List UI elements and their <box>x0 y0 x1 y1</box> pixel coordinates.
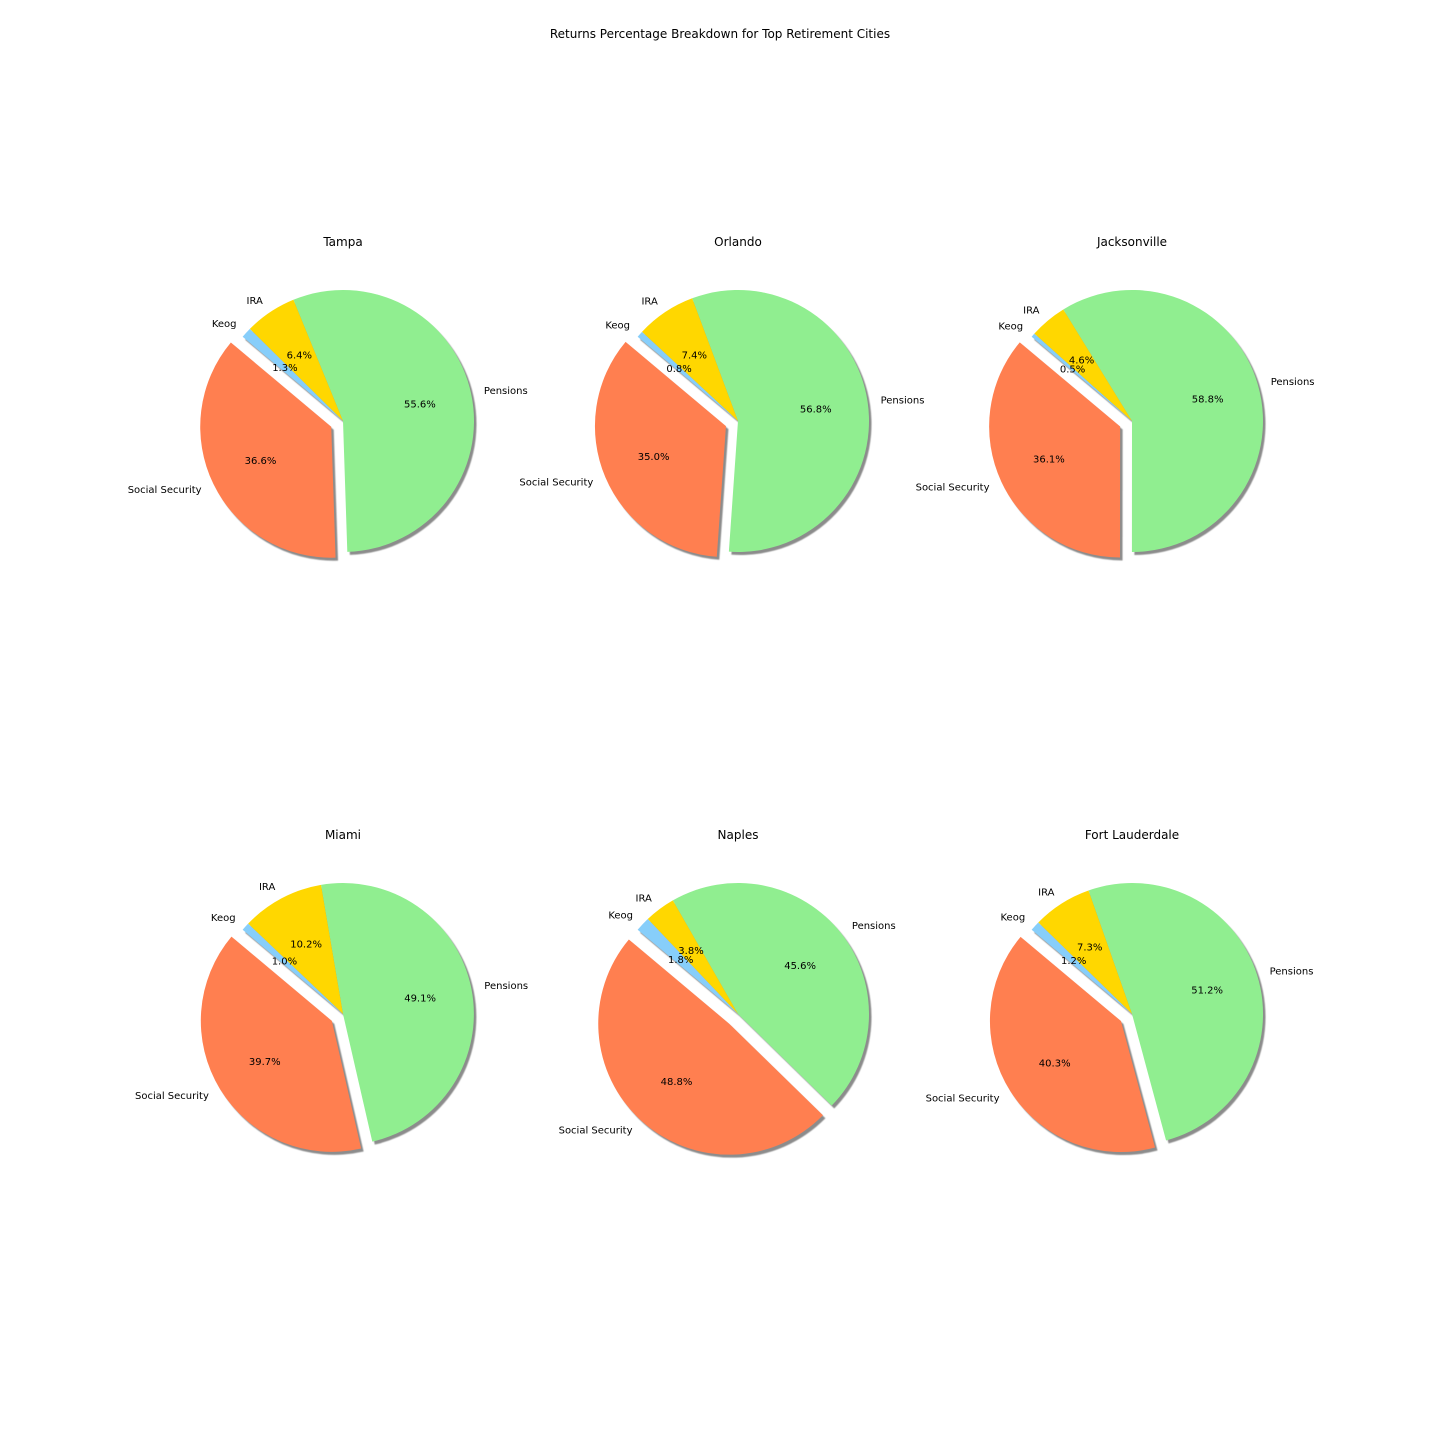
wedge-pensions <box>1088 882 1264 1141</box>
slice-label-social-security: Social Security <box>916 482 990 493</box>
pie-title: Fort Lauderdale <box>1085 828 1179 842</box>
wedge-ira <box>249 299 343 421</box>
slice-percent-keog: 1.8% <box>668 955 693 966</box>
pie-title: Jacksonville <box>1096 235 1167 249</box>
slice-label-keog: Keog <box>998 322 1023 333</box>
slice-percent-ira: 3.8% <box>678 946 703 957</box>
slice-label-social-security: Social Security <box>926 1094 1000 1105</box>
slice-percent-ira: 4.6% <box>1069 356 1094 367</box>
wedge-social-security <box>594 341 726 557</box>
wedge-pensions <box>692 289 870 552</box>
wedge-keog <box>637 919 738 1014</box>
slice-percent-keog: 0.8% <box>666 364 691 375</box>
wedge-keog <box>242 328 343 421</box>
slice-label-pensions: Pensions <box>484 386 528 397</box>
wedge-pensions <box>672 883 869 1106</box>
slice-label-keog: Keog <box>212 319 237 330</box>
slice-percent-social-security: 36.6% <box>245 456 277 467</box>
pie-naples: Naples Social Security 48.8% Pensions 45.6% I… <box>559 828 896 1158</box>
slice-label-social-security: Social Security <box>128 485 202 496</box>
slice-percent-ira: 6.4% <box>287 351 312 362</box>
pie-miami: Miami Social Security 39.7% Pensions 49.1% IR… <box>135 828 528 1155</box>
wedge-pensions <box>320 883 474 1142</box>
slice-label-social-security: Social Security <box>135 1091 209 1102</box>
wedge-ira <box>642 298 738 421</box>
slice-percent-ira: 10.2% <box>290 940 322 951</box>
slice-label-keog: Keog <box>608 910 633 921</box>
pie-orlando: Orlando Social Security 35.0% Pensions 56.8%… <box>519 235 924 560</box>
slice-percent-ira: 7.3% <box>1077 943 1102 954</box>
slice-percent-keog: 1.0% <box>272 957 297 968</box>
figure-title: Returns Percentage Breakdown for Top Ret… <box>549 27 891 41</box>
slice-percent-social-security: 36.1% <box>1033 455 1065 466</box>
slice-label-pensions: Pensions <box>1271 377 1315 388</box>
pie-fort-lauderdale: Fort Lauderdale Social Security 40.3% Pensi… <box>926 828 1314 1156</box>
wedge-keog <box>242 923 343 1014</box>
slice-percent-social-security: 39.7% <box>249 1057 281 1068</box>
wedge-social-security <box>989 936 1156 1153</box>
slice-percent-social-security: 48.8% <box>661 1077 693 1088</box>
slice-label-ira: IRA <box>636 893 652 904</box>
slice-percent-pensions: 55.6% <box>404 400 436 411</box>
slice-label-pensions: Pensions <box>881 395 925 406</box>
slice-label-keog: Keog <box>1001 912 1026 923</box>
wedge-social-security <box>598 939 823 1155</box>
wedge-keog <box>1031 333 1132 421</box>
slice-percent-keog: 0.5% <box>1060 365 1085 376</box>
slice-percent-pensions: 51.2% <box>1191 986 1223 997</box>
slice-label-keog: Keog <box>211 913 236 924</box>
wedge-social-security <box>200 342 336 558</box>
slice-percent-keog: 1.2% <box>1061 956 1086 967</box>
slice-label-social-security: Social Security <box>559 1126 633 1137</box>
slice-label-keog: Keog <box>605 321 630 332</box>
slice-percent-pensions: 56.8% <box>800 405 832 416</box>
slice-label-ira: IRA <box>259 882 275 893</box>
slice-percent-pensions: 45.6% <box>784 961 816 972</box>
wedge-ira <box>647 900 738 1014</box>
wedge-pensions <box>1063 290 1263 553</box>
slice-percent-pensions: 58.8% <box>1192 395 1224 406</box>
wedge-pensions <box>293 290 475 552</box>
slice-label-pensions: Pensions <box>1270 966 1314 977</box>
wedge-keog <box>637 331 738 421</box>
slice-percent-keog: 1.3% <box>272 363 297 374</box>
pie-title: Miami <box>325 828 361 842</box>
slice-label-ira: IRA <box>247 296 263 307</box>
pie-tampa: Tampa Social Security 36.6% Pensions 55.6% IR… <box>128 235 528 561</box>
slice-label-social-security: Social Security <box>519 477 593 488</box>
wedge-ira <box>1034 309 1132 421</box>
wedge-social-security <box>989 342 1121 558</box>
slice-label-pensions: Pensions <box>852 921 896 932</box>
slice-label-ira: IRA <box>1038 888 1054 899</box>
wedge-ira <box>248 884 343 1014</box>
slice-percent-pensions: 49.1% <box>404 994 436 1005</box>
slice-percent-social-security: 40.3% <box>1039 1058 1071 1069</box>
slice-label-ira: IRA <box>1023 306 1039 317</box>
wedge-keog <box>1031 922 1132 1014</box>
slice-label-pensions: Pensions <box>484 981 528 992</box>
slice-label-ira: IRA <box>641 296 657 307</box>
pie-title: Naples <box>718 828 759 842</box>
slice-percent-social-security: 35.0% <box>638 452 670 463</box>
slice-percent-ira: 7.4% <box>682 351 707 362</box>
pie-title: Tampa <box>322 235 362 249</box>
wedge-social-security <box>200 936 362 1152</box>
wedge-ira <box>1038 890 1132 1014</box>
pie-jacksonville: Jacksonville Social Security 36.1% Pensions… <box>916 235 1315 561</box>
pie-title: Orlando <box>714 235 762 249</box>
